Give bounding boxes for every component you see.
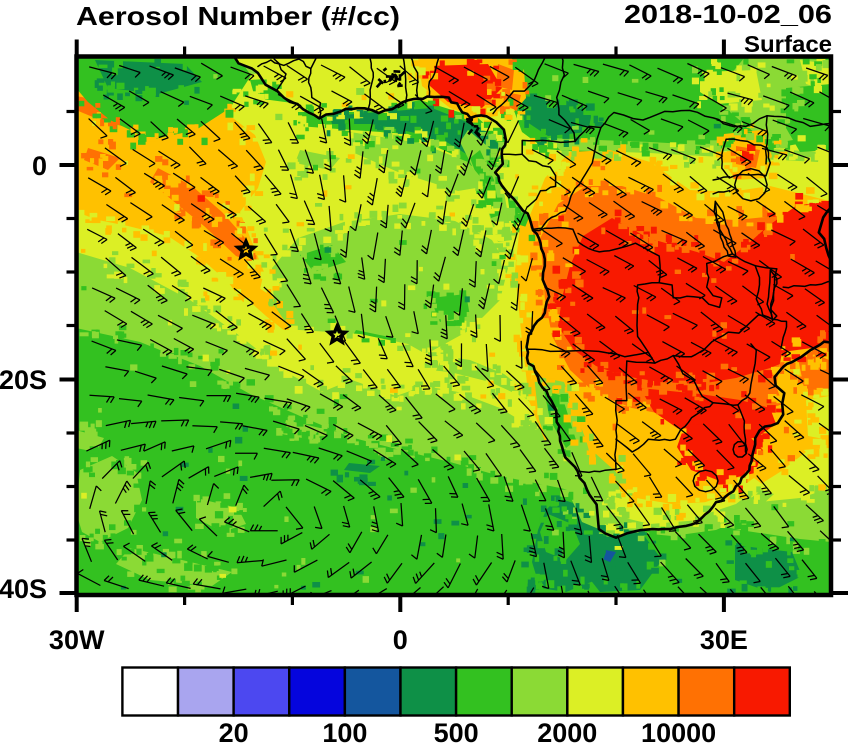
svg-text:2000: 2000 [537,718,597,748]
svg-text:10000: 10000 [641,718,716,748]
svg-text:30E: 30E [700,625,748,655]
svg-text:0: 0 [393,625,408,655]
svg-text:Aerosol Number (#/cc): Aerosol Number (#/cc) [76,1,400,31]
svg-text:0: 0 [32,151,47,181]
svg-text:500: 500 [434,718,479,748]
svg-text:Surface: Surface [744,31,832,57]
svg-text:40S: 40S [0,574,47,604]
svg-text:100: 100 [322,718,367,748]
svg-text:30W: 30W [49,625,105,655]
svg-text:2018-10-02_06: 2018-10-02_06 [624,0,832,29]
svg-text:20S: 20S [0,365,47,395]
svg-text:20: 20 [219,718,249,748]
